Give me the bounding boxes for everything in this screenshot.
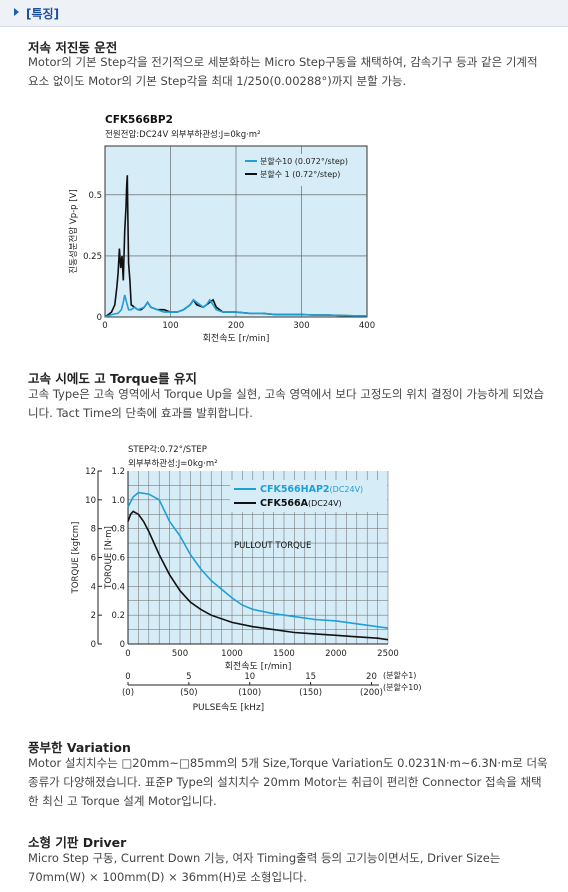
chart-title: STEP각:0.72°/STEP [128, 444, 207, 455]
y-tick-label-kgfcm: 8 [91, 525, 96, 535]
series-line [127, 491, 389, 629]
legend-label: 분할수 1 (0.72°/step) [260, 169, 340, 179]
x-tick-label: 2000 [325, 649, 347, 659]
y-tick-label: 0.25 [83, 252, 102, 262]
section-title-driver: 소형 기판 Driver [28, 835, 127, 850]
y-tick-label-kgfcm: 4 [91, 582, 96, 592]
section-title-high-torque: 고속 시에도 고 Torque를 유지 [28, 371, 197, 386]
pulse-tick-sublabel: (50) [180, 688, 197, 698]
pulse-unit-top: (분할수1) [383, 670, 416, 680]
y-tick-label-kgfcm: 6 [91, 554, 96, 564]
chart-subtitle: 전원전압:DC24V 외부부하관성:J=0kg·m² [105, 129, 261, 140]
section-title-variation: 풍부한 Variation [28, 740, 131, 755]
feature-header-title: [특징] [26, 7, 60, 21]
y-tick-label-nm: 0.6 [111, 554, 125, 564]
pulse-tick-sublabel: (200) [360, 688, 383, 698]
vibration-chart: CFK566BP2 전원전압:DC24V 외부부하관성:J=0kg·m² 0 100 2… [68, 114, 375, 344]
pulse-tick-label: 15 [305, 672, 316, 682]
x-tick-label: 500 [172, 649, 188, 659]
feature-header: [특징] [0, 0, 568, 27]
pulse-tick-label: 10 [244, 672, 255, 682]
legend-label: 분할수10 (0.072°/step) [260, 156, 348, 166]
legend-label: CFK566HAP2(DC24V) [260, 484, 363, 495]
x-tick-label: 200 [228, 321, 244, 331]
y-axis-label-kgfcm: TORQUE [kgfcm] [71, 522, 81, 595]
y-tick-label-kgfcm: 12 [85, 467, 96, 477]
y-tick-label-nm: 0 [120, 640, 125, 650]
x-tick-label: 0 [125, 649, 130, 659]
y-tick-label-nm: 0.2 [111, 611, 125, 621]
section-body-low-vibration: Motor의 기본 Step각을 전기적으로 세분화하는 Micro Step구… [28, 55, 538, 88]
pulse-tick-label: 5 [186, 672, 191, 682]
x-tick-label: 400 [359, 321, 375, 331]
y-tick-label-nm: 1.2 [111, 467, 125, 477]
y-tick-label-kgfcm: 2 [91, 611, 96, 621]
x-tick-label: 2500 [377, 649, 399, 659]
x-tick-label: 100 [162, 321, 178, 331]
y-axis-label: 진동성분전압 Vp-p [V] [68, 189, 79, 273]
pulse-tick-sublabel: (0) [122, 688, 134, 698]
y-tick-label: 0.5 [88, 191, 102, 201]
section-body-driver: Micro Step 구동, Current Down 기능, 여자 Timin… [28, 851, 501, 884]
y-tick-label-kgfcm: 10 [85, 496, 96, 506]
pulse-tick-sublabel: (100) [238, 688, 261, 698]
y-tick-label-nm: 0.8 [111, 525, 125, 535]
x-axis-label: 회전속도 [r/min] [203, 333, 270, 344]
x-tick-label: 1500 [273, 649, 295, 659]
pulse-tick-sublabel: (150) [299, 688, 322, 698]
legend-box [230, 480, 387, 512]
chart-title: CFK566BP2 [105, 114, 173, 126]
section-body-variation: Motor 설치치수는 □20mm~□85mm의 5개 Size,Torque … [28, 756, 548, 808]
y-tick-label-nm: 0.4 [111, 582, 125, 592]
section-title-low-vibration: 저속 저진동 운전 [28, 40, 118, 55]
section-body-high-torque: 고속 Type은 고속 영역에서 Torque Up을 실현, 고속 영역에서 … [28, 387, 545, 420]
y-axis-label-nm: TORQUE [N·m] [104, 526, 114, 590]
y-tick-label-nm: 1.0 [111, 496, 125, 506]
pulse-tick-label: 20 [366, 672, 377, 682]
x-tick-label: 0 [102, 321, 107, 331]
pulse-unit-bottom: (분할수10) [383, 682, 422, 692]
legend-label: CFK566A(DC24V) [260, 498, 342, 509]
x-tick-label: 300 [293, 321, 309, 331]
series-line [104, 294, 367, 318]
x-tick-label: 1000 [221, 649, 243, 659]
series-line [127, 510, 389, 641]
pulse-axis-label: PULSE속도 [kHz] [193, 702, 265, 713]
pullout-torque-annotation: PULLOUT TORQUE [234, 541, 311, 551]
x-axis-label: 회전속도 [r/min] [225, 661, 292, 672]
y-tick-label: 0 [97, 313, 102, 323]
pulse-tick-label: 0 [125, 672, 130, 682]
legend-box [239, 154, 361, 186]
triangle-bullet-icon [14, 8, 19, 16]
y-tick-label-kgfcm: 0 [91, 640, 96, 650]
chart-subtitle: 외부부하관성:J=0kg·m² [128, 458, 218, 469]
